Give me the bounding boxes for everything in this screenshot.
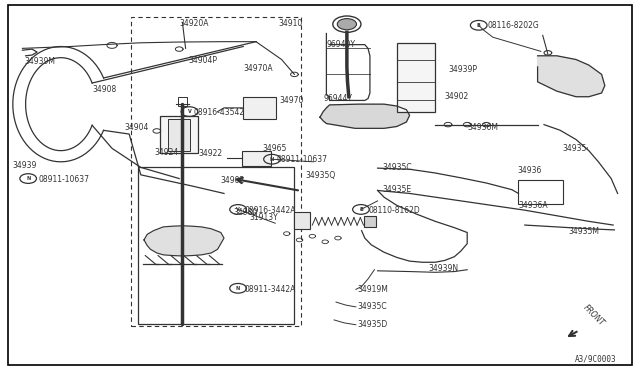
Bar: [178, 97, 187, 106]
Bar: [138, 167, 294, 324]
Text: 08911-10637: 08911-10637: [276, 155, 328, 164]
Text: 08116-8202G: 08116-8202G: [488, 21, 540, 30]
Text: 34939: 34939: [13, 161, 37, 170]
Text: 08911-3442A: 08911-3442A: [244, 285, 296, 294]
Text: 08916-43542: 08916-43542: [193, 108, 244, 117]
Text: V: V: [188, 109, 191, 114]
Polygon shape: [538, 56, 605, 97]
Text: 31913Y: 31913Y: [250, 213, 278, 222]
Text: N: N: [270, 157, 274, 162]
Text: 34920A: 34920A: [179, 19, 209, 28]
Bar: [243, 97, 276, 119]
Text: 08911-10637: 08911-10637: [38, 175, 90, 184]
Text: FRONT: FRONT: [581, 302, 606, 327]
Text: N: N: [26, 176, 30, 181]
Bar: [294, 212, 310, 229]
Text: B: B: [359, 207, 363, 212]
Polygon shape: [320, 104, 410, 128]
Text: 34910: 34910: [278, 19, 303, 28]
Text: 34935E: 34935E: [383, 185, 412, 194]
Text: 34935M: 34935M: [568, 227, 599, 236]
Text: 34904: 34904: [125, 123, 149, 132]
Bar: [364, 216, 376, 227]
Text: 34939N: 34939N: [429, 264, 459, 273]
Text: 34904P: 34904P: [189, 56, 218, 65]
Text: 96944Y: 96944Y: [323, 94, 352, 103]
Text: 34919M: 34919M: [357, 285, 388, 294]
Text: 34924: 34924: [155, 148, 179, 157]
Text: 34902: 34902: [445, 92, 469, 101]
Text: 34970A: 34970A: [243, 64, 273, 73]
Text: 34939M: 34939M: [24, 57, 55, 66]
Text: 34936A: 34936A: [518, 201, 548, 210]
Text: 34965: 34965: [262, 144, 287, 153]
Bar: [168, 119, 190, 151]
Text: N: N: [236, 286, 240, 291]
Polygon shape: [144, 226, 224, 256]
Bar: [242, 151, 271, 166]
Text: 34936: 34936: [517, 166, 541, 175]
Text: 08916-3442A: 08916-3442A: [244, 206, 296, 215]
Text: 34935י: 34935י: [562, 144, 588, 153]
Text: 34935Q: 34935Q: [305, 171, 335, 180]
Text: 96940Y: 96940Y: [326, 40, 355, 49]
Text: 34922: 34922: [198, 149, 223, 158]
Text: 34935C: 34935C: [383, 163, 412, 172]
Bar: [160, 116, 198, 153]
Bar: [518, 180, 563, 204]
Text: 34936M: 34936M: [467, 123, 498, 132]
Text: 34935C: 34935C: [357, 302, 387, 311]
Bar: [397, 43, 435, 112]
Text: 34970: 34970: [280, 96, 304, 105]
Text: 34908: 34908: [93, 85, 117, 94]
Text: V: V: [236, 207, 240, 212]
Text: 34980: 34980: [234, 208, 258, 217]
Text: 34902: 34902: [221, 176, 245, 185]
Text: 34935D: 34935D: [357, 320, 387, 329]
Bar: [131, 17, 301, 326]
Circle shape: [337, 19, 356, 30]
Text: 08110-8162D: 08110-8162D: [369, 206, 420, 215]
Text: A3/9C0003: A3/9C0003: [575, 355, 616, 364]
Text: B: B: [477, 23, 481, 28]
Text: 34939P: 34939P: [448, 65, 477, 74]
